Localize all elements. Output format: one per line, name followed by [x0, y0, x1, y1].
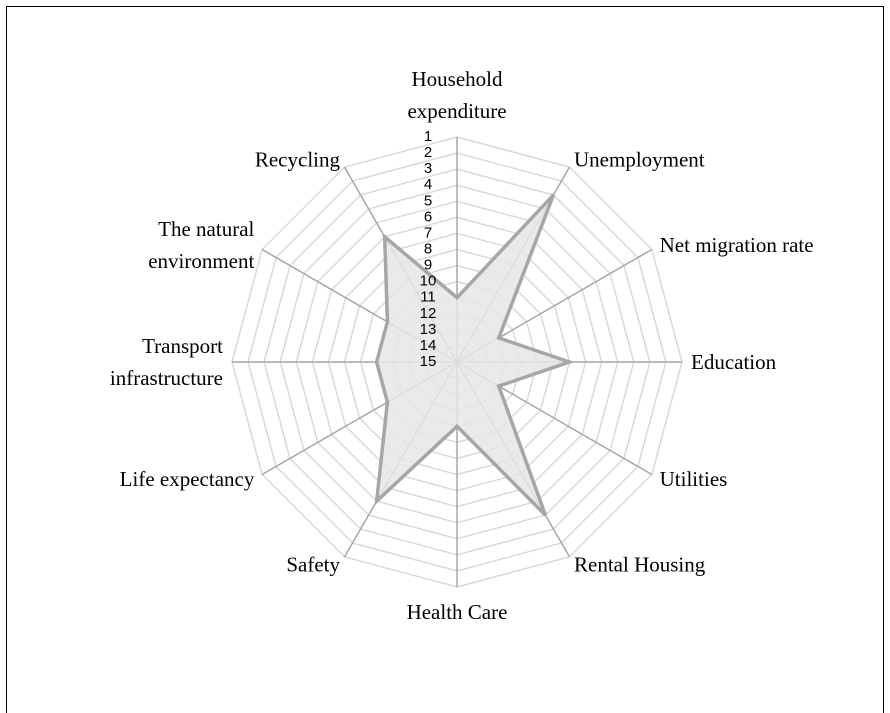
category-label-line: Recycling [255, 147, 341, 171]
category-label: Rental Housing [574, 553, 706, 577]
r-tick-label: 3 [424, 160, 432, 177]
r-tick-label: 5 [424, 192, 432, 209]
data-area [374, 193, 575, 517]
category-label: Health Care [407, 600, 508, 624]
category-label-line: The natural [158, 217, 254, 241]
category-label: Life expectancy [120, 467, 255, 491]
category-label: Education [691, 350, 777, 374]
chart-border [6, 6, 884, 713]
r-tick-label: 12 [420, 305, 437, 322]
category-label-line: Health Care [407, 600, 508, 624]
category-label: Household expenditure [407, 67, 506, 123]
r-tick-label: 11 [420, 289, 436, 306]
category-label: Safety [286, 553, 340, 577]
category-label-line: expenditure [407, 99, 506, 123]
r-tick-label: 4 [424, 176, 432, 193]
category-label-line: Rental Housing [574, 553, 706, 577]
r-tick-label: 1 [424, 128, 432, 145]
r-tick-label: 15 [420, 353, 437, 370]
category-label-line: infrastructure [110, 366, 223, 390]
r-tick-label: 8 [424, 240, 432, 257]
r-tick-label: 14 [420, 337, 437, 354]
category-label-line: Safety [286, 553, 340, 577]
category-label-line: Education [691, 350, 777, 374]
r-tick-label: 13 [420, 321, 437, 338]
r-tick-label: 10 [420, 273, 437, 290]
category-label: Net migration rate [660, 233, 814, 257]
r-tick-label: 2 [424, 144, 432, 161]
category-label-line: Utilities [660, 467, 728, 491]
r-tick-label: 7 [424, 224, 432, 241]
category-label-line: Transport [142, 334, 223, 358]
category-label: The natural environment [148, 217, 254, 273]
category-label: Unemployment [574, 147, 705, 171]
category-label-line: environment [148, 249, 254, 273]
category-label: Transport infrastructure [110, 334, 223, 390]
category-label-line: Life expectancy [120, 467, 255, 491]
category-label: Utilities [660, 467, 728, 491]
category-label-line: Net migration rate [660, 233, 814, 257]
category-label: Recycling [255, 147, 341, 171]
r-tick-label: 9 [424, 257, 432, 274]
category-label-line: Household [412, 67, 503, 91]
category-label-line: Unemployment [574, 147, 705, 171]
r-tick-label: 6 [424, 208, 432, 225]
